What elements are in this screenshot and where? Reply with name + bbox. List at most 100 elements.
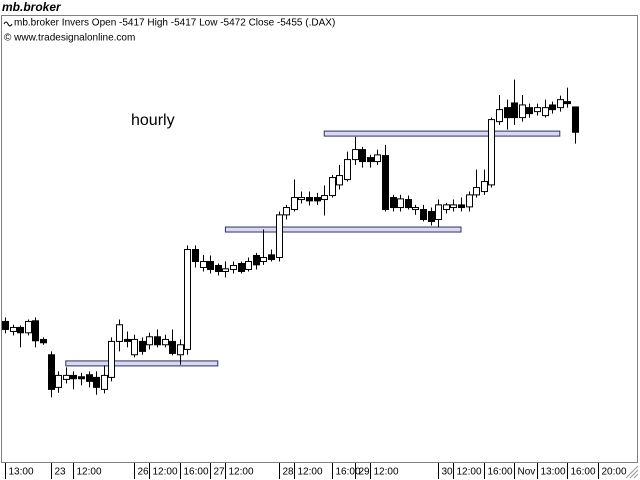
- candle-body: [336, 175, 343, 186]
- plot-frame: [1, 15, 638, 463]
- x-tick-label: 16:00: [184, 467, 209, 478]
- candle-body: [177, 344, 184, 356]
- candle-body: [131, 338, 138, 356]
- series-icon: [3, 21, 13, 27]
- candle-body: [420, 209, 427, 221]
- candle-body: [48, 354, 55, 390]
- candle-body: [526, 107, 533, 115]
- candle-body: [466, 194, 473, 208]
- candle-body: [344, 159, 351, 181]
- x-tick-label: 29: [359, 467, 371, 478]
- candle-body: [184, 249, 191, 350]
- candle-body: [276, 214, 283, 258]
- candle-body: [10, 326, 17, 332]
- x-axis-labels: 13:00 23 12:00 26 12:00 16:00 27 12:00 28 12:00 16…: [5, 463, 627, 479]
- candle-body: [481, 181, 488, 193]
- x-tick-label: 13:00: [9, 467, 34, 478]
- candle-body: [207, 260, 214, 270]
- window-title: mb.broker: [2, 0, 62, 14]
- candle-body: [40, 338, 47, 344]
- x-tick-label: 12:00: [153, 467, 178, 478]
- x-tick-label: 13:00: [541, 467, 566, 478]
- candle-body: [162, 338, 169, 346]
- candle-body: [390, 197, 397, 209]
- x-tick-label: 23: [55, 467, 67, 478]
- candle-body: [496, 109, 503, 123]
- candle-body: [367, 157, 374, 163]
- candle-body: [329, 177, 336, 197]
- x-tick-label: 12:00: [298, 467, 323, 478]
- candle-body: [306, 197, 313, 202]
- candle-body: [359, 149, 366, 163]
- candle-body: [557, 99, 564, 109]
- candle-body: [70, 374, 77, 380]
- candle-body: [542, 107, 549, 117]
- candle-body: [169, 340, 176, 354]
- x-tick-label: 12:00: [77, 467, 102, 478]
- candle-body: [314, 197, 321, 202]
- candle-body: [32, 320, 39, 342]
- candle-body: [473, 187, 480, 196]
- candle-body: [101, 374, 108, 390]
- candle-body: [458, 204, 465, 209]
- candle-body: [139, 340, 146, 352]
- candle-body: [519, 104, 526, 119]
- resize-grip: [625, 465, 639, 479]
- candle-body: [55, 374, 62, 388]
- candle-body: [78, 376, 85, 380]
- level-line: [224, 226, 462, 233]
- candle-body: [25, 320, 32, 334]
- candle-body: [17, 326, 24, 334]
- x-tick-label: 16:00: [488, 467, 513, 478]
- candle-body: [397, 198, 404, 209]
- candle-body: [215, 264, 222, 272]
- x-tick-label: 12:00: [374, 467, 399, 478]
- candle-body: [93, 376, 100, 388]
- candle-body: [192, 249, 199, 262]
- candle-body: [511, 102, 518, 119]
- x-tick-label: 28: [283, 467, 295, 478]
- x-tick-label: 30: [442, 467, 454, 478]
- candle-body: [488, 119, 495, 186]
- candle-body: [443, 204, 450, 211]
- candle-body: [245, 260, 252, 270]
- candle-body: [260, 256, 267, 262]
- candle-body: [116, 324, 123, 342]
- candle-body: [374, 154, 381, 163]
- x-tick-label: 12:00: [229, 467, 254, 478]
- x-tick-label: 16:00: [336, 467, 361, 478]
- candle-body: [2, 320, 9, 330]
- candle-body: [222, 268, 229, 272]
- candle-body: [63, 374, 70, 380]
- levels: [65, 130, 561, 367]
- candle-body: [405, 199, 412, 209]
- candle-body: [412, 207, 419, 211]
- candle-body: [321, 195, 328, 201]
- x-tick-label: 16:00: [571, 467, 596, 478]
- candle-body: [146, 336, 153, 346]
- annotation: hourly: [131, 112, 175, 129]
- candle-body: [124, 338, 131, 342]
- x-tick-label: 12:00: [457, 467, 482, 478]
- candle-body: [428, 211, 435, 223]
- candle-body: [108, 340, 115, 378]
- x-tick-label: Nov: [518, 467, 536, 478]
- candle-body: [504, 107, 511, 119]
- candle-body: [352, 149, 359, 161]
- x-tick-label: 27: [214, 467, 226, 478]
- chart-subtitle: mb.broker Invers Open -5417 High -5417 L…: [14, 18, 335, 29]
- candle-body: [564, 101, 571, 105]
- candle-body: [86, 374, 93, 382]
- candle-body: [230, 264, 237, 270]
- title-bar: [0, 0, 640, 15]
- candles: [2, 79, 579, 398]
- candle-body: [298, 197, 305, 201]
- candle-body: [154, 336, 161, 346]
- level-line: [65, 360, 219, 367]
- candle-body: [572, 106, 579, 133]
- candle-body: [291, 197, 298, 211]
- candle-body: [238, 262, 245, 272]
- x-tick-label: 20:00: [602, 467, 627, 478]
- x-tick-label: 26: [138, 467, 150, 478]
